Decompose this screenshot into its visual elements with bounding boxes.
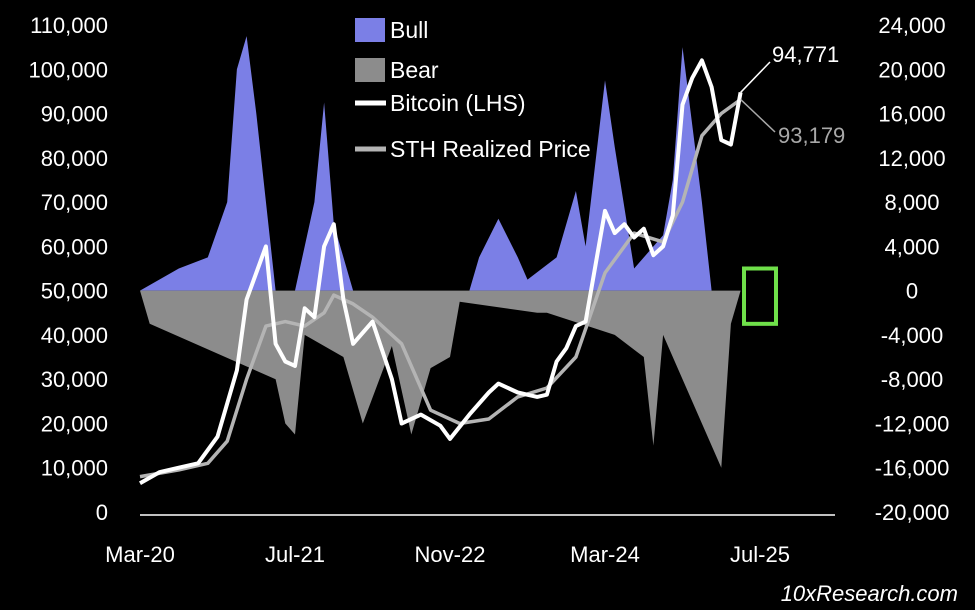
x-tick-label: Mar-20	[105, 542, 175, 567]
bear-area	[140, 290, 741, 468]
left-tick-label: 100,000	[28, 57, 108, 82]
left-tick-label: 60,000	[41, 234, 108, 259]
right-tick-label: -12,000	[875, 411, 950, 436]
left-tick-label: 70,000	[41, 190, 108, 215]
legend-label: Bitcoin (LHS)	[390, 90, 525, 116]
bitcoin-line	[139, 58, 743, 485]
legend-swatch-bear	[355, 58, 385, 82]
left-tick-label: 20,000	[41, 411, 108, 436]
highlight-box	[742, 266, 778, 326]
legend-label: Bull	[390, 17, 428, 43]
left-tick-label: 50,000	[41, 279, 108, 304]
legend-label: Bear	[390, 57, 439, 83]
annotation-leader	[740, 61, 771, 93]
left-tick-label: 40,000	[41, 323, 108, 348]
x-tick-label: Mar-24	[570, 542, 640, 567]
bull-area	[140, 36, 712, 291]
x-tick-label: Jul-25	[730, 542, 790, 567]
annotation-leader	[740, 98, 776, 133]
bitcoin-latest-label: 94,771	[772, 42, 839, 67]
right-tick-label: 12,000	[878, 146, 945, 171]
left-tick-label: 10,000	[41, 456, 108, 481]
left-tick-label: 80,000	[41, 146, 108, 171]
right-tick-label: 24,000	[878, 13, 945, 38]
x-tick-label: Nov-22	[415, 542, 486, 567]
right-tick-label: -8,000	[881, 367, 943, 392]
left-tick-label: 0	[96, 500, 108, 525]
left-tick-label: 90,000	[41, 102, 108, 127]
right-tick-label: 0	[906, 279, 918, 304]
right-tick-label: -4,000	[881, 323, 943, 348]
sth-realized-price-line	[139, 98, 742, 479]
right-tick-label: -20,000	[875, 500, 950, 525]
right-tick-label: 20,000	[878, 57, 945, 82]
left-tick-label: 30,000	[41, 367, 108, 392]
right-tick-label: 4,000	[884, 234, 939, 259]
x-tick-label: Jul-21	[265, 542, 325, 567]
legend-label: STH Realized Price	[390, 136, 591, 162]
sth-latest-label: 93,179	[778, 123, 845, 148]
left-tick-label: 110,000	[30, 13, 108, 38]
right-tick-label: 8,000	[884, 190, 939, 215]
right-tick-label: -16,000	[875, 456, 950, 481]
legend-swatch-bull	[355, 18, 385, 42]
right-tick-label: 16,000	[878, 102, 945, 127]
